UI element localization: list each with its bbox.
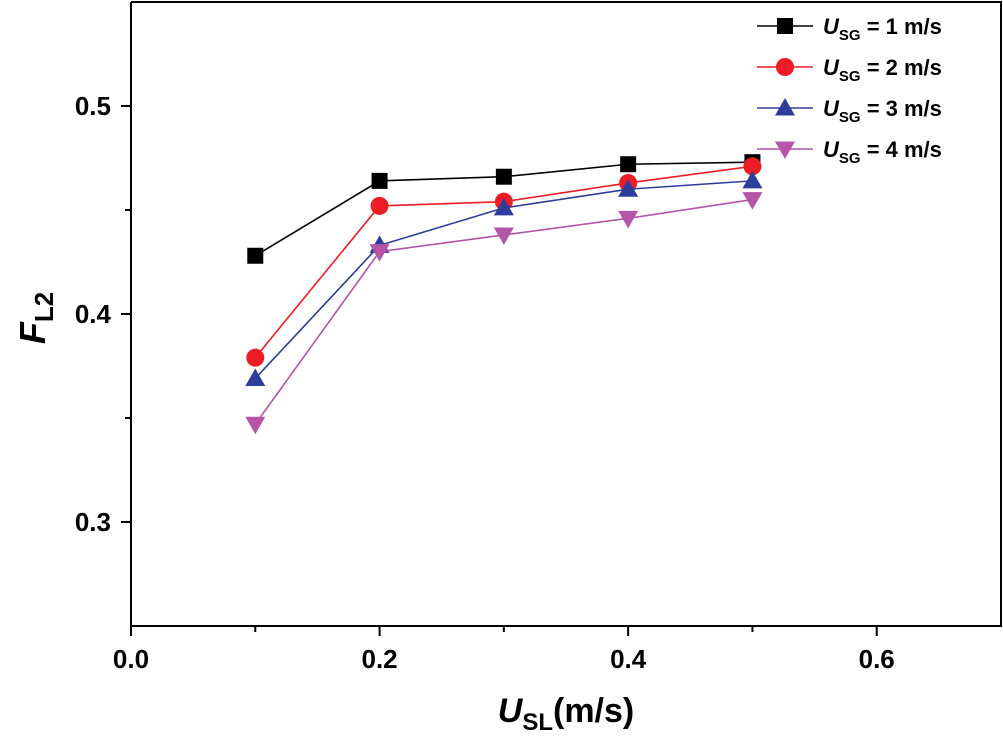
series-1-point-1 [247,247,264,264]
y-axis-title-main: F [12,321,53,344]
x-tick-label-2: 0.4 [610,644,647,674]
legend-label-rest-1: = 1 m/s [861,14,942,39]
legend-label-main-4: U [823,137,840,162]
legend-label-main-3: U [823,96,840,121]
series-4 [245,192,763,435]
x-tick-label-1: 0.2 [361,644,397,674]
legend-label-rest-3: = 3 m/s [861,96,942,121]
series-1-point-3 [495,168,512,185]
series-2-point-2 [370,196,389,215]
series-4-point-1 [245,416,266,435]
series-4-point-5 [742,192,763,210]
legend-label-sub-2: SG [839,68,861,85]
y-tick-label-1: 0.4 [75,299,112,329]
series-2 [246,157,762,367]
y-axis-title-sub: L2 [29,292,59,322]
legend-label-1: USG = 1 m/s [823,14,942,44]
legend-label-2: USG = 2 m/s [823,55,942,85]
legend-label-main-1: U [823,14,840,39]
y-tick-label-2: 0.5 [75,91,111,121]
x-tick-label-3: 0.6 [859,644,895,674]
series-4-point-3 [493,227,514,245]
legend-marker-3 [775,98,795,116]
legend-label-sub-4: SG [839,150,861,167]
series-3-point-1 [245,368,266,386]
x-axis-title-sub: SL [522,709,553,736]
legend-label-4: USG = 4 m/s [823,137,942,167]
legend-label-sub-3: SG [839,109,861,126]
legend-marker-4 [775,141,795,159]
legend-entry-2: USG = 2 m/s [757,55,942,85]
series-3-point-5 [742,170,763,189]
x-axis-title-suffix: (m/s) [553,692,634,730]
legend-entry-1: USG = 1 m/s [757,14,942,44]
series-3-point-3 [493,197,514,216]
legend-entry-3: USG = 3 m/s [757,96,942,126]
y-tick-label-0: 0.3 [75,507,111,537]
legend-marker-2 [776,58,794,76]
x-tick-label-0: 0.0 [113,644,149,674]
legend-label-rest-4: = 4 m/s [861,137,942,162]
legend-label-3: USG = 3 m/s [823,96,942,126]
y-axis-title: FL2 [12,292,59,344]
x-axis-title-main: U [498,692,524,730]
x-axis-title: USL(m/s) [498,692,634,736]
legend-marker-1 [777,18,793,34]
legend-label-rest-2: = 2 m/s [861,55,942,80]
series-2-point-5 [743,157,762,176]
legend-entry-4: USG = 4 m/s [757,137,942,167]
series-3-point-4 [618,179,639,197]
series-2-point-1 [246,348,265,367]
series-1-point-2 [371,172,388,189]
series-4-point-4 [618,210,639,229]
legend-label-sub-1: SG [839,27,861,44]
series-layer [245,154,763,435]
ticks: 0.0 0.2 0.4 0.6 0.3 0.4 0.5 [75,91,895,674]
series-1-point-4 [620,156,637,173]
series-3 [245,170,763,386]
series-4-point-2 [369,244,390,262]
legend-label-main-2: U [823,55,840,80]
